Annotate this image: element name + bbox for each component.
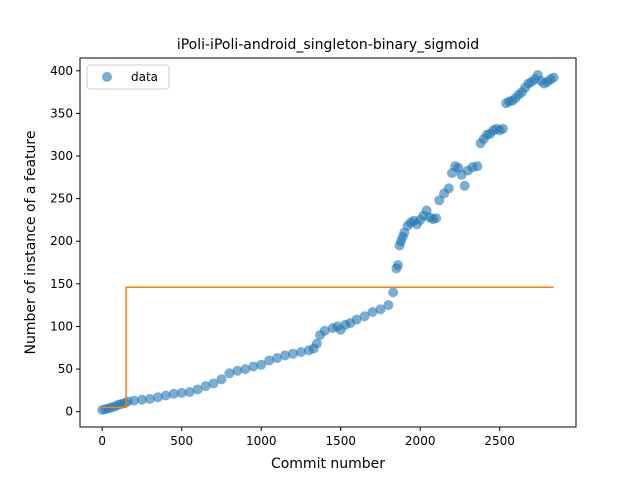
y-tick-label: 300 xyxy=(50,149,73,163)
data-point xyxy=(472,161,483,172)
data-point xyxy=(359,311,370,322)
y-tick-label: 200 xyxy=(50,234,73,248)
data-point xyxy=(319,325,330,336)
data-point xyxy=(216,374,227,385)
x-tick-label: 2500 xyxy=(484,434,515,448)
data-point xyxy=(129,395,140,406)
data-point xyxy=(192,384,203,395)
fitted-line xyxy=(102,286,554,409)
legend-label-data: data xyxy=(131,70,158,84)
data-point xyxy=(160,390,171,401)
data-point xyxy=(256,359,267,370)
data-point xyxy=(184,387,195,398)
data-point xyxy=(375,304,386,315)
data-marks xyxy=(97,70,559,415)
x-tick-label: 500 xyxy=(170,434,193,448)
plot-background xyxy=(80,58,576,427)
legend: data xyxy=(86,64,170,90)
y-tick-label: 250 xyxy=(50,192,73,206)
data-point xyxy=(367,307,378,317)
y-tick-label: 400 xyxy=(50,64,73,78)
data-point xyxy=(497,123,508,134)
data-point xyxy=(388,287,399,298)
x-tick-label: 1000 xyxy=(246,434,277,448)
data-point xyxy=(443,183,454,194)
data-point xyxy=(272,353,283,363)
data-point xyxy=(459,180,470,191)
legend-marker-data xyxy=(102,72,112,82)
data-point xyxy=(431,213,442,224)
x-axis-label: Commit number xyxy=(271,456,385,472)
data-point xyxy=(152,392,163,403)
data-point xyxy=(351,314,362,325)
data-point xyxy=(264,355,275,366)
data-point xyxy=(224,368,235,379)
y-axis-label: Number of instance of a feature xyxy=(23,131,39,355)
data-point xyxy=(392,260,403,271)
x-tick-label: 2000 xyxy=(405,434,436,448)
data-point xyxy=(296,347,306,357)
data-point xyxy=(137,394,147,405)
y-tick-label: 0 xyxy=(65,405,73,419)
x-axis-ticks: 0 500 1000 1500 2000 2500 xyxy=(98,427,515,448)
data-point xyxy=(208,378,219,389)
data-point xyxy=(383,300,394,311)
y-tick-label: 50 xyxy=(58,362,73,376)
data-point xyxy=(311,338,322,349)
y-axis-ticks: 0 50 100 150 200 250 300 350 400 xyxy=(50,64,80,419)
y-tick-label: 350 xyxy=(50,106,73,120)
data-point xyxy=(168,388,179,399)
x-tick-label: 1500 xyxy=(325,434,356,448)
chart-title: iPoli-iPoli-android_singleton-binary_sig… xyxy=(177,37,479,53)
plot-area xyxy=(79,57,577,428)
data-point xyxy=(200,381,211,392)
data-point xyxy=(176,387,187,398)
y-tick-label: 150 xyxy=(50,277,73,291)
plot-frame xyxy=(79,57,577,428)
data-point xyxy=(144,393,155,404)
data-point xyxy=(548,72,559,83)
data-point xyxy=(248,361,259,372)
data-point xyxy=(240,364,251,375)
x-tick-label: 0 xyxy=(98,434,106,448)
legend-box xyxy=(86,64,170,90)
y-tick-label: 100 xyxy=(50,319,73,333)
data-point xyxy=(232,365,243,376)
data-point xyxy=(280,350,291,361)
data-point xyxy=(288,348,298,359)
